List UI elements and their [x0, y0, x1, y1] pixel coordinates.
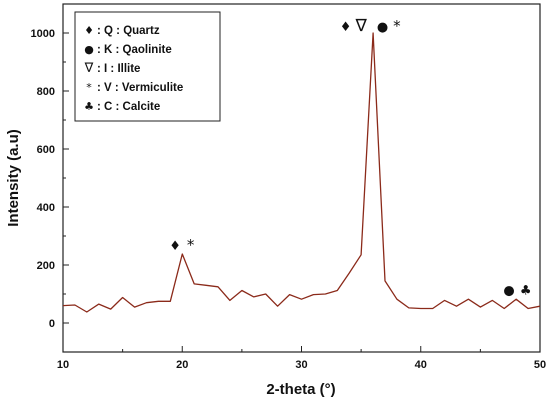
- y-axis: 0 200 400 600 800 1000: [31, 28, 69, 330]
- legend-label: : C : Calcite: [97, 101, 160, 113]
- peak-marker: ●: [503, 284, 514, 299]
- x-tick-label: 10: [57, 359, 69, 371]
- x-tick-label: 40: [415, 359, 427, 371]
- y-tick-label: 1000: [31, 28, 55, 40]
- legend-symbol: ∇: [84, 61, 94, 76]
- peak-marker: ∇: [354, 16, 367, 36]
- peak-annotations: ♦ *♦ ∇ ● *● ♣: [169, 16, 531, 298]
- y-tick-label: 600: [37, 144, 55, 156]
- legend-label: : K : Qaolinite: [97, 44, 172, 56]
- y-axis-label: Intensity (a.u): [5, 129, 22, 227]
- peak-marker: ♦: [169, 239, 181, 254]
- x-axis-label: 2-theta (°): [266, 381, 335, 398]
- x-tick-label: 50: [534, 359, 546, 371]
- legend-label: : I : Illite: [97, 63, 140, 75]
- y-tick-label: 200: [37, 260, 55, 272]
- legend-symbol: ♦: [84, 24, 94, 37]
- legend-box: [74, 11, 221, 122]
- peak-marker: ●: [377, 20, 388, 35]
- peak-marker: *: [393, 17, 401, 35]
- peak-marker: ♦: [340, 20, 352, 35]
- legend-label: : V : Vermiculite: [97, 82, 183, 94]
- legend: ♦: Q : Quartz●: K : Qaolinite∇: I : Illi…: [74, 11, 221, 122]
- y-tick-label: 400: [37, 202, 55, 214]
- x-tick-label: 30: [295, 359, 307, 371]
- legend-label: : Q : Quartz: [97, 25, 160, 37]
- series-line: [62, 32, 541, 313]
- peak-marker: ♣: [520, 284, 532, 299]
- legend-symbol: *: [86, 81, 92, 94]
- x-tick-label: 20: [176, 359, 188, 371]
- legend-symbol: ♣: [84, 100, 94, 113]
- peak-marker: *: [187, 236, 195, 254]
- x-axis: 10 20 30 40 50: [57, 346, 546, 371]
- legend-symbol: ●: [84, 43, 94, 56]
- y-tick-label: 800: [37, 86, 55, 98]
- y-tick-label: 0: [49, 318, 55, 330]
